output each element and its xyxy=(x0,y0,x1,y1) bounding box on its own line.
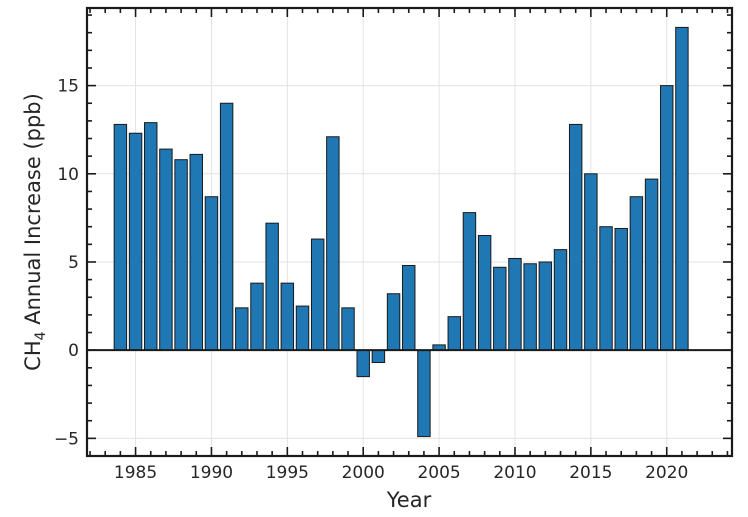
y-tick-label: 10 xyxy=(57,165,79,185)
bar-2010 xyxy=(508,257,522,351)
bar-1993 xyxy=(250,282,264,351)
y-tick-label: −5 xyxy=(54,429,79,449)
x-tick-label: 2020 xyxy=(645,463,688,483)
y-axis-label-rest: Annual Increase (ppb) xyxy=(21,93,45,331)
axis-ticks xyxy=(87,8,732,457)
x-tick-labels: 1985 1990 1995 2000 2005 2010 2015 2020 xyxy=(114,463,688,483)
x-tick-label: 2005 xyxy=(417,463,460,483)
bar-2004 xyxy=(417,349,431,438)
bar-1988 xyxy=(174,159,188,351)
bar-1997 xyxy=(310,238,325,351)
bar-2012 xyxy=(538,261,553,351)
x-tick-label: 2010 xyxy=(493,463,536,483)
bar-2018 xyxy=(629,196,644,351)
bar-1987 xyxy=(159,148,173,351)
bars xyxy=(113,26,689,438)
bar-2009 xyxy=(493,266,507,351)
x-tick-label: 2000 xyxy=(342,463,385,483)
bar-2006 xyxy=(447,316,461,351)
bar-1986 xyxy=(144,122,158,351)
x-axis-label: Year xyxy=(386,488,432,512)
x-tick-label: 2015 xyxy=(569,463,612,483)
y-tick-label: 0 xyxy=(68,341,79,361)
bar-1984 xyxy=(113,123,128,351)
bar-1996 xyxy=(295,305,310,351)
bar-2017 xyxy=(614,227,628,351)
bar-1994 xyxy=(265,222,279,351)
bar-1995 xyxy=(280,282,295,351)
bar-1990 xyxy=(204,196,219,351)
y-tick-label: 5 xyxy=(68,253,79,273)
bar-2013 xyxy=(553,249,568,351)
bar-1992 xyxy=(235,307,249,351)
bar-2020 xyxy=(660,85,674,351)
bar-1991 xyxy=(219,102,234,351)
y-axis-label-main: CH xyxy=(21,340,45,370)
bar-2001 xyxy=(371,349,386,364)
bar-1998 xyxy=(326,136,340,351)
bar-2016 xyxy=(599,226,613,351)
bar-2014 xyxy=(568,123,583,351)
bar-2011 xyxy=(523,263,537,351)
x-tick-label: 1995 xyxy=(266,463,309,483)
bar-1989 xyxy=(189,153,203,351)
y-axis-label-subscript: 4 xyxy=(33,331,49,340)
x-tick-label: 1985 xyxy=(114,463,157,483)
bar-1985 xyxy=(128,132,143,351)
bar-2007 xyxy=(462,212,477,351)
y-axis-label: CH4 Annual Increase (ppb) xyxy=(21,93,49,371)
y-tick-label: 15 xyxy=(57,77,79,97)
x-tick-label: 1990 xyxy=(190,463,233,483)
bar-2002 xyxy=(386,293,401,351)
bar-2003 xyxy=(402,265,416,351)
bar-2015 xyxy=(584,173,598,351)
y-tick-labels: −5 0 5 10 15 xyxy=(54,77,79,450)
bar-2000 xyxy=(356,349,370,378)
bar-2008 xyxy=(477,235,492,351)
bar-1999 xyxy=(341,307,355,351)
bar-2021 xyxy=(675,26,689,351)
bar-2019 xyxy=(644,178,659,351)
